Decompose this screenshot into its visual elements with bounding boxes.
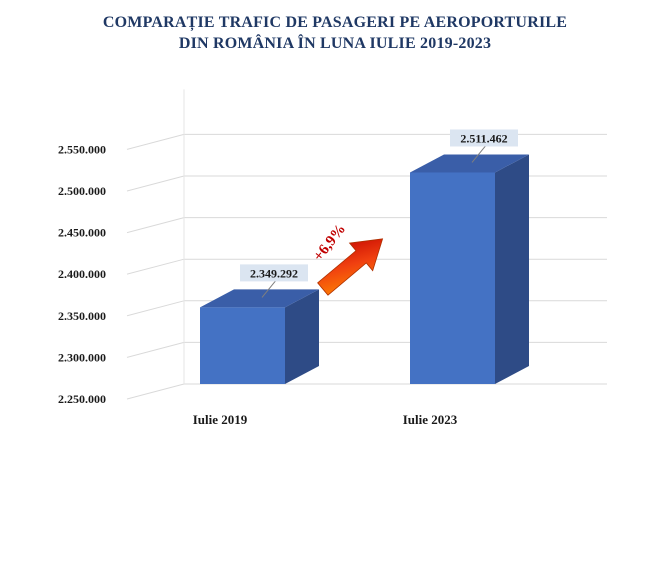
data-label: 2.511.462: [460, 131, 507, 145]
gridline-diagonal: [126, 258, 185, 275]
gridline-diagonal: [126, 217, 185, 234]
gridline-diagonal: [126, 133, 185, 150]
growth-annotation: +6,9%: [311, 221, 384, 296]
bar: [200, 289, 319, 384]
y-tick-label: 2.350.000: [58, 309, 106, 323]
bar-front: [410, 172, 495, 384]
y-axis-tick-labels: 2.250.000 2.300.000 2.350.000 2.400.000 2.45…: [58, 142, 106, 406]
y-tick-label: 2.400.000: [58, 267, 106, 281]
chart-title: COMPARAȚIE TRAFIC DE PASAGERI PE AEROPOR…: [102, 14, 568, 31]
y-tick-label: 2.450.000: [58, 226, 106, 240]
bar-side: [285, 289, 319, 384]
data-labels: 2.349.292 2.511.462: [240, 129, 518, 298]
y-tick-label: 2.250.000: [58, 392, 106, 406]
bar-top: [200, 289, 319, 308]
bar-side: [495, 154, 529, 384]
gridline-diagonal: [126, 383, 185, 400]
category-label: Iulie 2023: [403, 412, 458, 427]
chart-subtitle: DIN ROMÂNIA ÎN LUNA IULIE 2019-2023: [178, 35, 492, 52]
category-labels: Iulie 2019 Iulie 2023: [193, 412, 458, 427]
gridline-diagonal: [126, 175, 185, 192]
y-tick-label: 2.300.000: [58, 350, 106, 364]
category-label: Iulie 2019: [193, 412, 248, 427]
data-label-box: [240, 264, 308, 282]
growth-percentage: +6,9%: [311, 221, 350, 264]
bar-top: [410, 154, 529, 173]
y-tick-label: 2.500.000: [58, 184, 106, 198]
data-label: 2.349.292: [250, 266, 298, 280]
bars: [200, 154, 529, 384]
growth-arrow: [317, 238, 384, 296]
data-label-box: [450, 129, 518, 147]
arrow-shape: [317, 238, 384, 296]
bar-front: [200, 307, 285, 384]
gridline-diagonal: [126, 300, 185, 317]
gridline-diagonal: [126, 341, 185, 358]
y-tick-label: 2.550.000: [58, 142, 106, 156]
bar: [410, 154, 529, 384]
